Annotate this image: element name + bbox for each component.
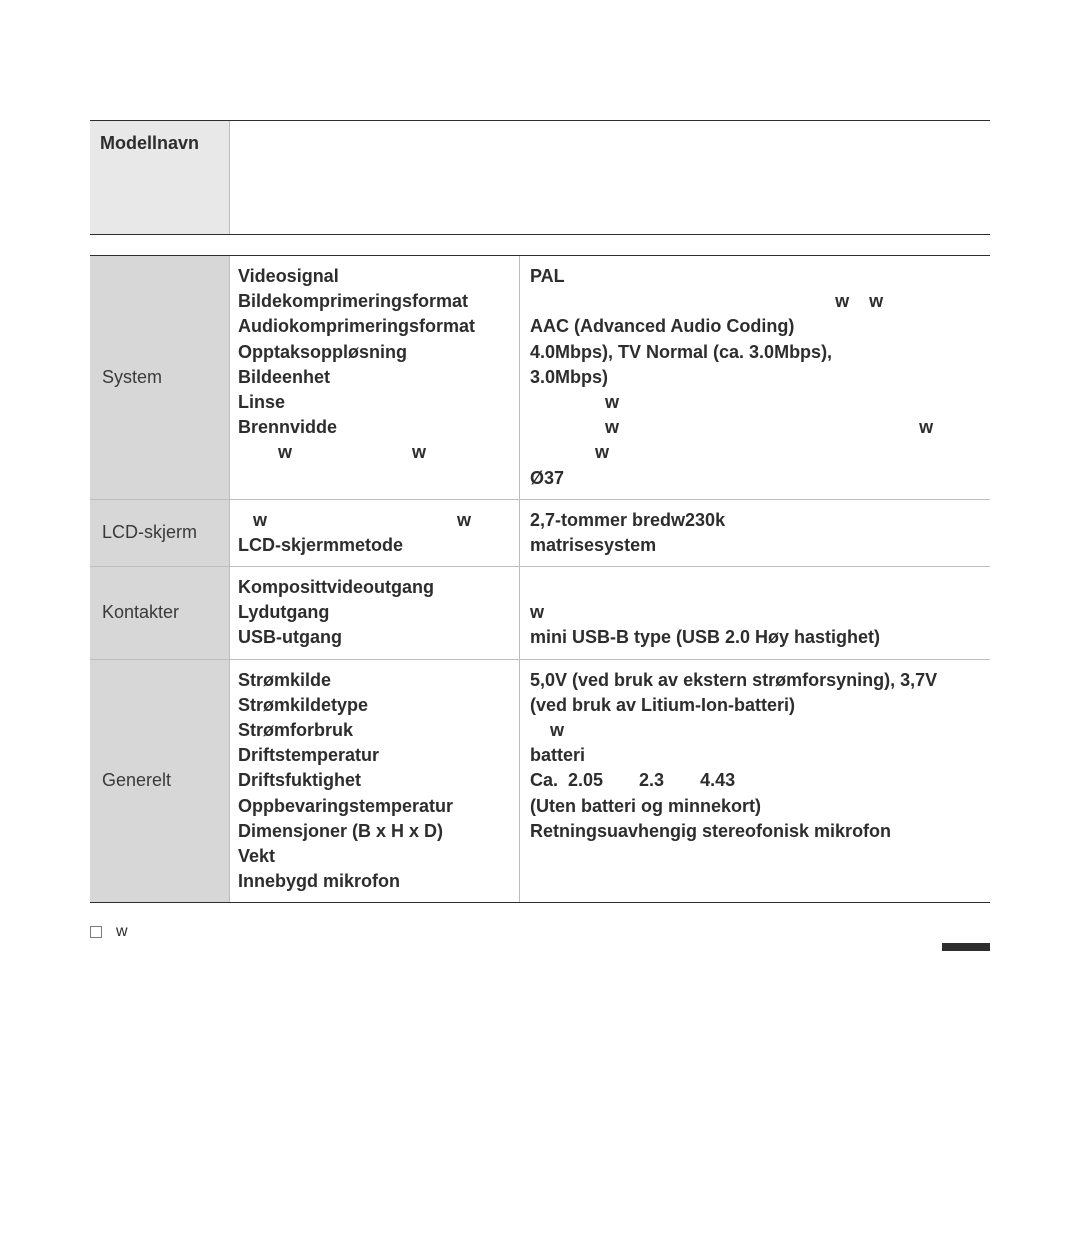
spec-label: Dimensjoner (B x H x D)	[238, 819, 513, 844]
spec-label: Audiokomprimeringsformat	[238, 314, 513, 339]
section-labels: StrømkildeStrømkildetypeStrømforbrukDrif…	[230, 660, 520, 903]
spec-value: 5,0V (ved bruk av ekstern strømforsyning…	[530, 668, 984, 693]
spec-label: Videosignal	[238, 264, 513, 289]
spec-value: Ø37	[530, 466, 984, 491]
spec-value: mini USB-B type (USB 2.0 Høy hastighet)	[530, 625, 984, 650]
section-head: Generelt	[90, 660, 230, 903]
spec-value: Ca. 2.05 2.3 4.43	[530, 768, 984, 793]
page: Modellnavn SystemVideosignalBildekomprim…	[0, 0, 1080, 981]
spec-label: Linse	[238, 390, 513, 415]
spec-value: matrisesystem	[530, 533, 984, 558]
spec-label: Driftstemperatur	[238, 743, 513, 768]
spec-label: Bildekomprimeringsformat	[238, 289, 513, 314]
spec-label: w w	[238, 508, 513, 533]
spec-value: 4.0Mbps), TV Normal (ca. 3.0Mbps),	[530, 340, 984, 365]
section: SystemVideosignalBildekomprimeringsforma…	[90, 256, 990, 499]
model-label: Modellnavn	[90, 121, 230, 234]
spec-value: AAC (Advanced Audio Coding)	[530, 314, 984, 339]
footer-note: w	[90, 903, 990, 941]
spec-label: Strømkilde	[238, 668, 513, 693]
spec-label: Strømforbruk	[238, 718, 513, 743]
footnote-marker-icon	[90, 926, 102, 938]
spec-label: LCD-skjermmetode	[238, 533, 513, 558]
spec-value: w w	[530, 415, 984, 440]
spec-label: Bildeenhet	[238, 365, 513, 390]
spec-label: Vekt	[238, 844, 513, 869]
spec-label: Driftsfuktighet	[238, 768, 513, 793]
section-head: LCD-skjerm	[90, 500, 230, 566]
spec-value: w w	[530, 289, 984, 314]
section-labels: KomposittvideoutgangLydutgangUSB-utgang	[230, 567, 520, 659]
page-number-bar-fill	[942, 943, 990, 951]
spec-value: Retningsuavhengig stereofonisk mikrofon	[530, 819, 984, 844]
section-values: wmini USB-B type (USB 2.0 Høy hastighet)	[520, 567, 990, 659]
section-labels: VideosignalBildekomprimeringsformatAudio…	[230, 256, 520, 499]
spec-label: w w	[238, 440, 513, 465]
spec-value: batteri	[530, 743, 984, 768]
spec-label: Oppbevaringstemperatur	[238, 794, 513, 819]
spec-value: w	[530, 390, 984, 415]
spec-table: SystemVideosignalBildekomprimeringsforma…	[90, 255, 990, 903]
spec-label: Strømkildetype	[238, 693, 513, 718]
spec-label: Lydutgang	[238, 600, 513, 625]
spec-value: 2,7-tommer bredw230k	[530, 508, 984, 533]
footer-text: w	[116, 923, 128, 941]
section: LCD-skjerm w wLCD-skjermmetode2,7-tommer…	[90, 499, 990, 566]
model-block: Modellnavn	[90, 121, 990, 235]
spec-value: w	[530, 440, 984, 465]
section-values: 2,7-tommer bredw230kmatrisesystem	[520, 500, 990, 566]
spec-value: w	[530, 718, 984, 743]
section: KontakterKomposittvideoutgangLydutgangUS…	[90, 566, 990, 659]
spec-value: w	[530, 575, 984, 625]
spec-label: Brennvidde	[238, 415, 513, 440]
section-head: System	[90, 256, 230, 499]
spec-value: (ved bruk av Litium-Ion-batteri)	[530, 693, 984, 718]
model-value	[230, 121, 990, 234]
spec-label: Innebygd mikrofon	[238, 869, 513, 894]
section-head: Kontakter	[90, 567, 230, 659]
section-labels: w wLCD-skjermmetode	[230, 500, 520, 566]
spec-value: PAL	[530, 264, 984, 289]
section-values: 5,0V (ved bruk av ekstern strømforsyning…	[520, 660, 990, 903]
section-gap	[90, 235, 990, 255]
spec-value: 3.0Mbps)	[530, 365, 984, 390]
spec-value: (Uten batteri og minnekort)	[530, 794, 984, 819]
spec-label: USB-utgang	[238, 625, 513, 650]
section: GenereltStrømkildeStrømkildetypeStrømfor…	[90, 659, 990, 903]
spec-label: Komposittvideoutgang	[238, 575, 513, 600]
section-values: PAL w wAAC (Advanced Audio Coding)4.0Mbp…	[520, 256, 990, 499]
spec-label: Opptaksoppløsning	[238, 340, 513, 365]
